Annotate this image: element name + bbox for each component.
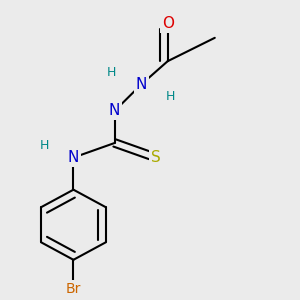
Text: Br: Br [66, 282, 81, 296]
Text: H: H [107, 66, 116, 80]
Text: O: O [162, 16, 174, 31]
Text: N: N [68, 150, 79, 165]
Text: H: H [39, 140, 49, 152]
Text: N: N [109, 103, 120, 118]
Text: S: S [151, 150, 161, 165]
Text: N: N [136, 77, 147, 92]
Text: H: H [166, 90, 175, 103]
